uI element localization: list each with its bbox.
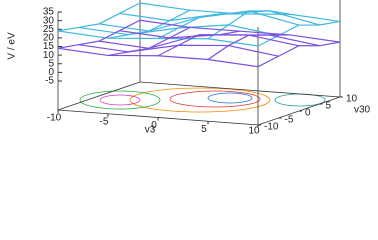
y-tick-label: 5 [326,101,332,112]
surface-mesh-line [139,19,341,43]
contour-floor [79,87,326,113]
surface-mesh-line [119,10,320,26]
z-tick-label: 5 [48,58,54,69]
y-axis-label: v30 [354,105,371,116]
surface-mesh-line [78,44,279,57]
z-tick-label: 20 [43,33,55,44]
x-axis-label: v3 [145,125,156,136]
y-tick-label: -5 [285,115,294,126]
x-tick-label: 0 [151,120,157,131]
y-tick-label: -10 [264,122,279,133]
x-tick-label: -5 [100,116,109,127]
surface-mesh-line [119,30,320,47]
z-tick-label: -5 [45,76,54,87]
y-tick-label: 0 [305,108,311,119]
surface-mesh-line [98,34,300,49]
x-tick-label: 5 [201,124,207,135]
z-tick-label: 0 [48,67,54,78]
z-tick-label: 35 [43,7,55,18]
surface-mesh-line [139,2,341,23]
z-tick-label: 15 [43,41,55,52]
surface-mesh-line [57,47,259,68]
surface-mesh-line [57,30,259,47]
z-tick-label: 25 [43,24,55,35]
y-tick-label: 10 [346,94,358,105]
x-tick-label: -10 [47,113,62,124]
surface-mesh-line [98,10,300,32]
z-tick-label: 10 [43,50,55,61]
surface-mesh-line [78,24,279,37]
z-tick-label: 30 [43,15,55,26]
z-axis-label: V / eV [7,32,18,60]
x-tick-label: 10 [248,126,260,136]
